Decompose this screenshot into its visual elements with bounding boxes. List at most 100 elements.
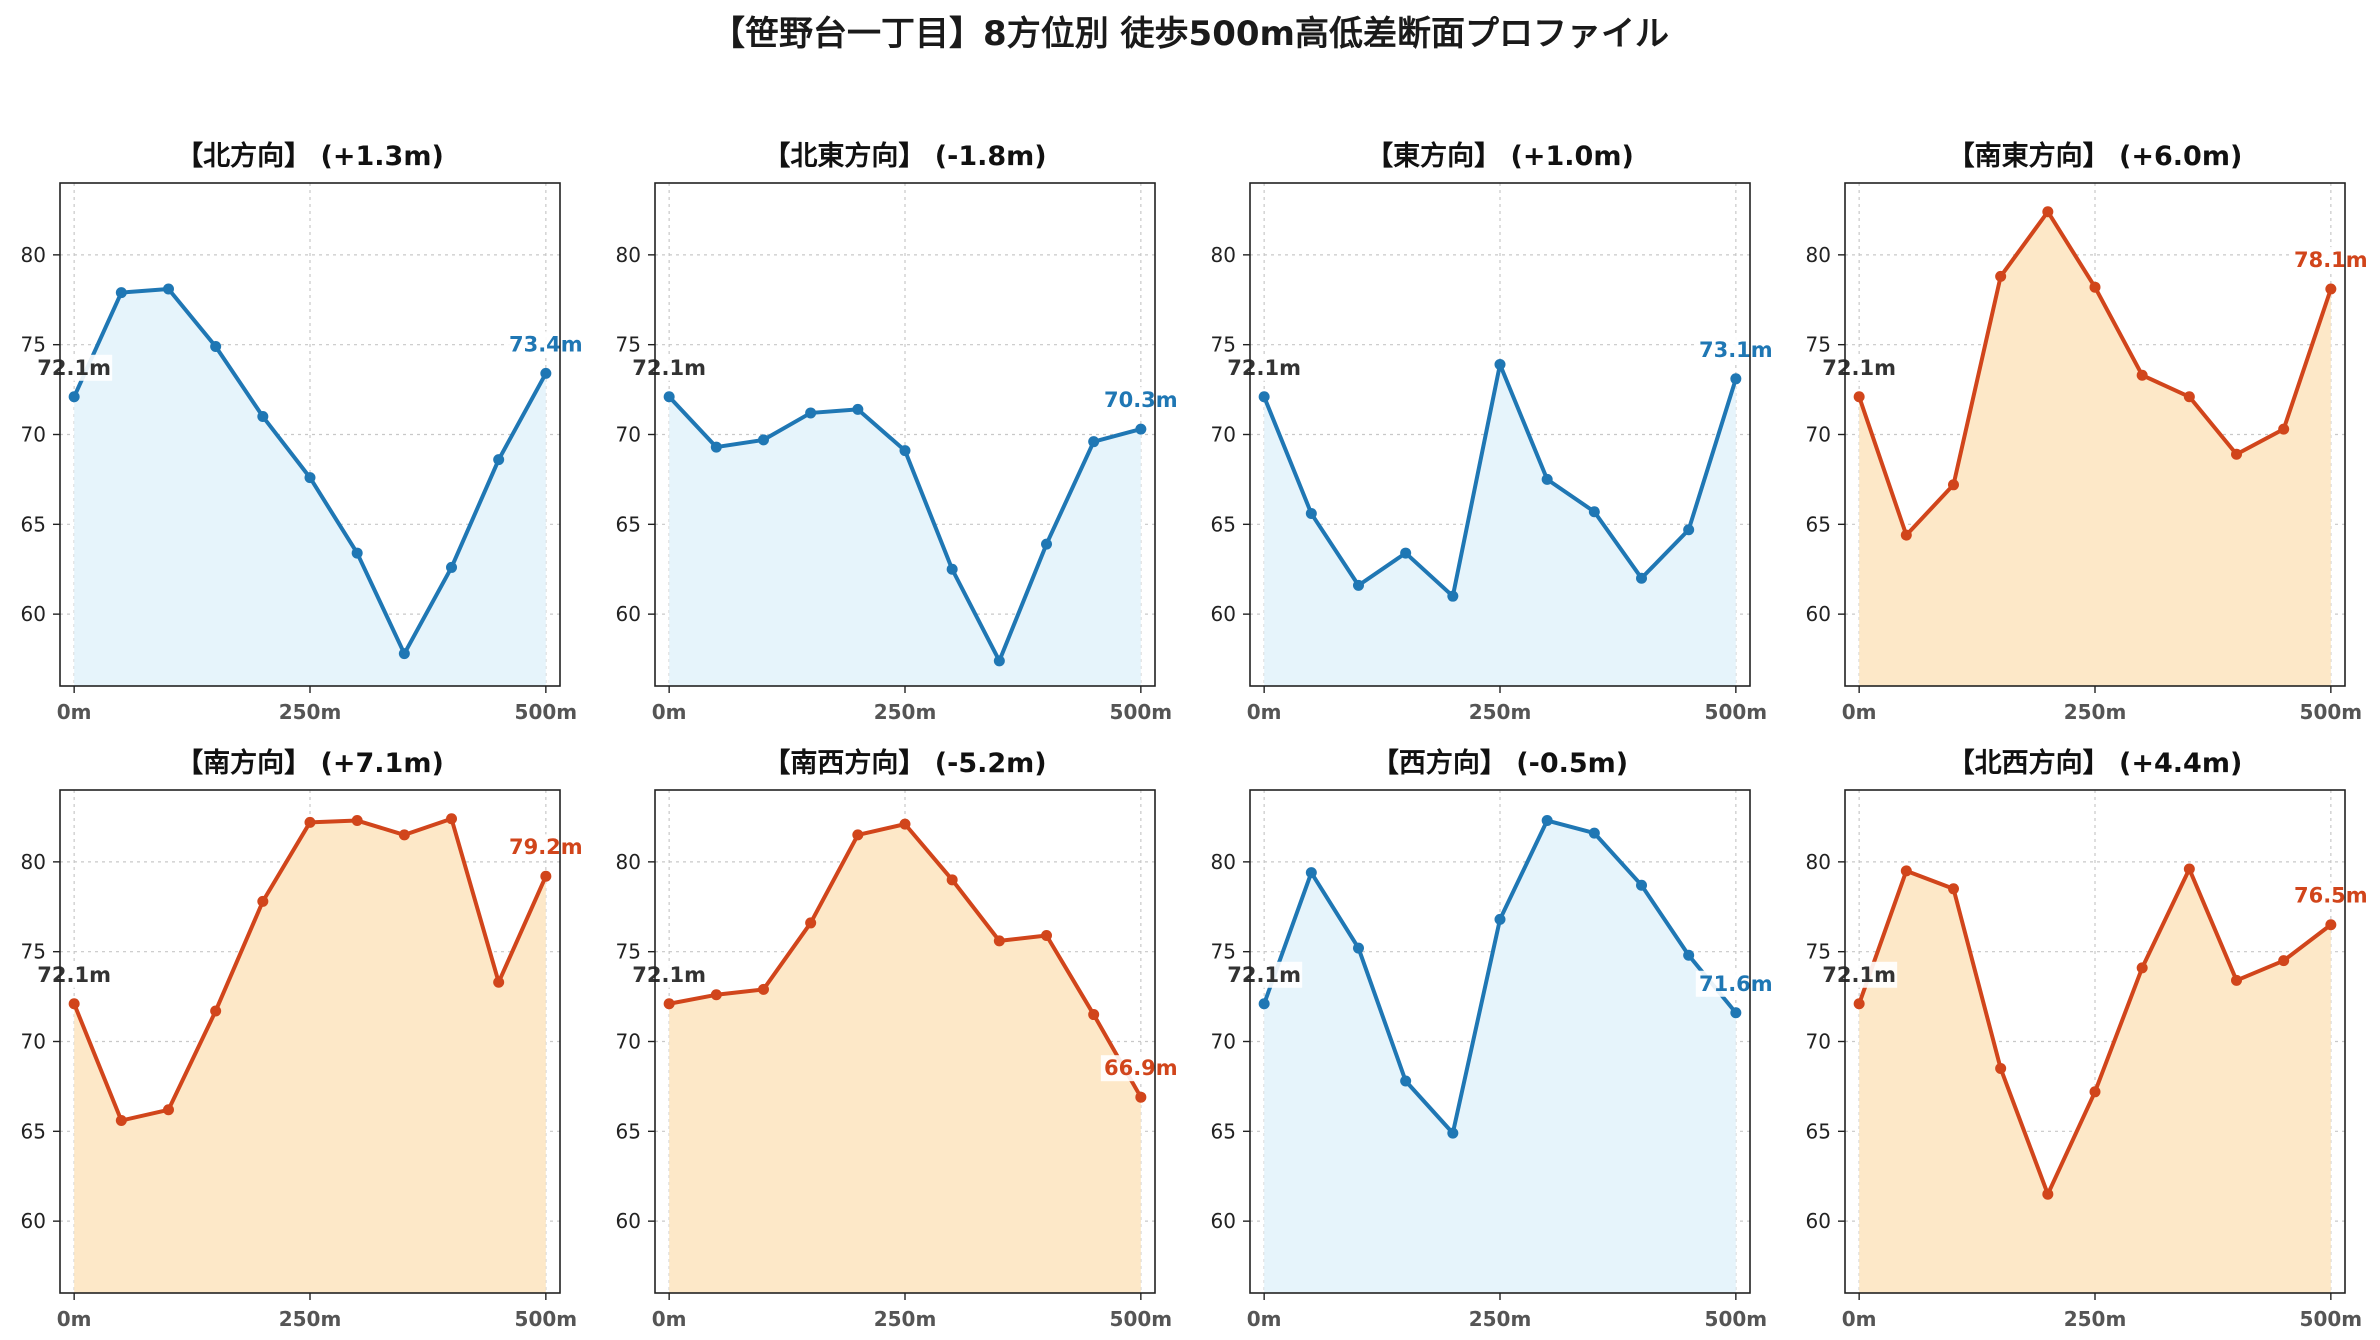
data-point <box>899 818 911 830</box>
y-tick-label: 65 <box>1806 512 1831 536</box>
data-point <box>710 989 722 1001</box>
data-point <box>257 411 269 423</box>
end-label: 73.1m <box>1699 338 1773 362</box>
data-point <box>2136 369 2148 381</box>
data-point <box>304 816 316 828</box>
data-point <box>2325 919 2337 931</box>
y-tick-label: 70 <box>1211 423 1236 447</box>
y-tick-label: 80 <box>1806 850 1831 874</box>
start-label: 72.1m <box>1822 963 1896 987</box>
start-label-bg <box>1226 961 1303 988</box>
subplot-title: 【南方向】 (+7.1m) <box>176 747 444 779</box>
y-tick-label: 60 <box>616 1209 641 1233</box>
start-label-bg <box>631 961 708 988</box>
start-label: 72.1m <box>632 963 706 987</box>
data-point <box>2231 448 2243 460</box>
data-point <box>993 935 1005 947</box>
data-point <box>1900 529 1912 541</box>
y-tick-label: 75 <box>1211 333 1236 357</box>
end-label-bg <box>1695 336 1776 363</box>
end-label: 70.3m <box>1104 388 1178 412</box>
y-tick-label: 75 <box>616 333 641 357</box>
data-point <box>2231 974 2243 986</box>
data-point <box>1447 1127 1459 1139</box>
start-label: 72.1m <box>37 963 111 987</box>
end-label: 71.6m <box>1699 972 1773 996</box>
data-point <box>852 403 864 415</box>
data-point <box>210 1005 222 1017</box>
data-point <box>1541 473 1553 485</box>
end-label: 78.1m <box>2294 248 2368 272</box>
y-tick-label: 60 <box>616 602 641 626</box>
data-point <box>1258 391 1270 403</box>
data-point <box>1305 508 1317 520</box>
y-tick-label: 65 <box>21 512 46 536</box>
data-point <box>1041 930 1053 942</box>
data-point <box>1088 1009 1100 1021</box>
data-point <box>1494 913 1506 925</box>
data-point <box>446 813 458 825</box>
y-tick-label: 80 <box>1211 850 1236 874</box>
x-tick-label: 250m <box>279 700 342 724</box>
end-label: 76.5m <box>2294 884 2368 908</box>
x-tick-label: 0m <box>1247 1307 1282 1331</box>
area-fill <box>669 396 1141 686</box>
data-point <box>351 547 363 559</box>
data-point <box>1494 358 1506 370</box>
start-label-bg <box>631 354 708 381</box>
data-point <box>162 283 174 295</box>
x-tick-label: 250m <box>1469 1307 1532 1331</box>
subplot-title: 【東方向】 (+1.0m) <box>1366 140 1634 172</box>
data-point <box>1683 524 1695 536</box>
x-tick-label: 0m <box>1247 700 1282 724</box>
data-point <box>1135 423 1147 435</box>
data-point <box>1135 1091 1147 1103</box>
data-point <box>663 998 675 1010</box>
x-tick-label: 250m <box>2064 700 2127 724</box>
x-tick-label: 250m <box>874 1307 937 1331</box>
y-tick-label: 65 <box>616 512 641 536</box>
area-fill <box>74 818 546 1293</box>
start-label-bg <box>1226 354 1303 381</box>
data-point <box>68 998 80 1010</box>
data-point <box>493 976 505 988</box>
data-point <box>2325 283 2337 295</box>
data-point <box>2089 281 2101 293</box>
subplot-title: 【南西方向】 (-5.2m) <box>763 747 1046 779</box>
subplot-1: 【北方向】 (+1.3m) 72.1m 73.4m 60 65 70 75 80 0m 250m 5… <box>21 140 586 724</box>
data-point <box>1853 998 1865 1010</box>
y-tick-label: 75 <box>21 940 46 964</box>
data-point <box>852 829 864 841</box>
start-label-bg <box>1821 354 1898 381</box>
data-point <box>162 1104 174 1116</box>
start-label-bg <box>36 961 113 988</box>
start-label: 72.1m <box>1227 963 1301 987</box>
end-label-bg <box>1695 970 1776 997</box>
end-label-bg <box>505 834 586 861</box>
data-point <box>1900 865 1912 877</box>
x-tick-label: 250m <box>2064 1307 2127 1331</box>
data-point <box>663 391 675 403</box>
x-tick-label: 500m <box>2300 1307 2363 1331</box>
data-point <box>805 407 817 419</box>
data-point <box>1947 883 1959 895</box>
data-point <box>1995 270 2007 282</box>
data-point <box>1400 547 1412 559</box>
y-tick-label: 75 <box>616 940 641 964</box>
end-label: 66.9m <box>1104 1056 1178 1080</box>
end-label: 79.2m <box>509 835 583 859</box>
data-point <box>1041 538 1053 550</box>
end-label: 73.4m <box>509 332 583 356</box>
data-point <box>805 917 817 929</box>
y-tick-label: 60 <box>21 1209 46 1233</box>
data-point <box>1305 867 1317 879</box>
data-point <box>1400 1075 1412 1087</box>
y-tick-label: 80 <box>21 850 46 874</box>
y-tick-label: 80 <box>616 243 641 267</box>
data-point <box>68 391 80 403</box>
data-point <box>757 983 769 995</box>
end-label-bg <box>2290 882 2371 909</box>
area-fill <box>1264 364 1736 686</box>
data-point <box>710 441 722 453</box>
x-tick-label: 0m <box>652 1307 687 1331</box>
